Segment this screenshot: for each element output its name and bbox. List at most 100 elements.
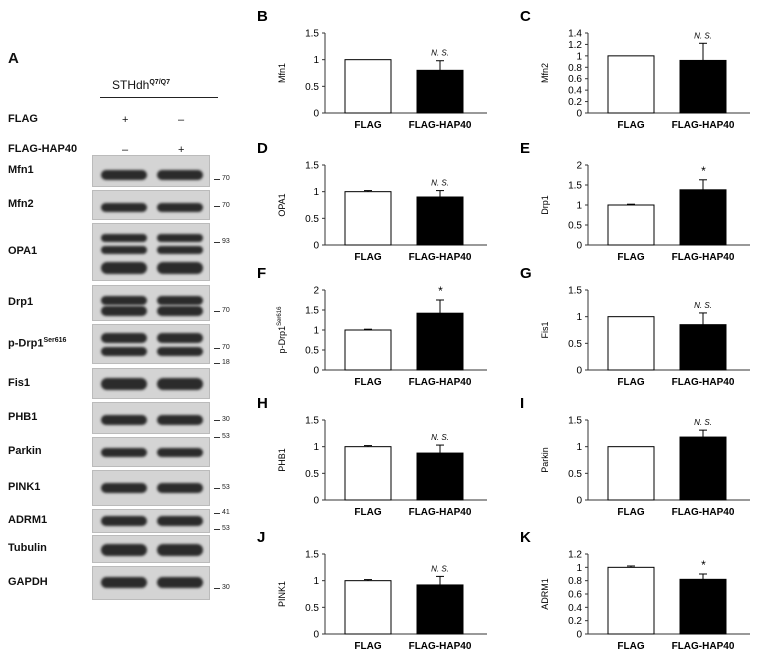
y-tick-label: 0.5 xyxy=(305,82,319,93)
protein-band xyxy=(101,516,147,526)
bar xyxy=(679,436,727,501)
protein-band xyxy=(157,378,203,390)
significance-label: N. S. xyxy=(431,179,449,188)
protein-band xyxy=(157,333,203,343)
protein-band xyxy=(157,306,203,316)
protein-band xyxy=(157,516,203,526)
bar xyxy=(416,69,464,114)
bar xyxy=(679,189,727,246)
bar xyxy=(679,59,727,114)
protein-band xyxy=(101,246,147,254)
bar xyxy=(344,59,392,114)
mw-marker-label: 70 xyxy=(222,344,230,351)
protein-band xyxy=(157,262,203,274)
x-category-label: FLAG xyxy=(617,641,644,652)
mw-marker-label: 41 xyxy=(222,509,230,516)
mw-marker-label: 30 xyxy=(222,584,230,591)
bar xyxy=(679,324,727,371)
mw-marker-tick xyxy=(214,311,220,312)
mw-marker-tick xyxy=(214,588,220,589)
y-tick-label: 1.5 xyxy=(568,286,582,297)
y-tick-label: 0 xyxy=(576,630,582,641)
mw-marker-tick xyxy=(214,513,220,514)
y-tick-label: 0.5 xyxy=(305,469,319,480)
x-category-label: FLAG xyxy=(354,507,381,518)
protein-band xyxy=(101,306,147,316)
y-tick-label: 0.8 xyxy=(568,63,582,74)
panel-letter: C xyxy=(520,8,531,25)
x-category-label: FLAG-HAP40 xyxy=(672,120,735,131)
y-tick-label: 1 xyxy=(576,563,582,574)
protein-band xyxy=(157,347,203,356)
bar xyxy=(416,196,464,246)
y-tick-label: 0.4 xyxy=(568,86,582,97)
x-category-label: FLAG xyxy=(617,120,644,131)
y-tick-label: 0.5 xyxy=(305,214,319,225)
y-tick-label: 0.2 xyxy=(568,616,582,627)
y-axis-label: Mfn1 xyxy=(277,63,287,83)
y-tick-label: 1 xyxy=(313,576,319,587)
y-tick-label: 0 xyxy=(313,630,319,641)
x-category-label: FLAG xyxy=(617,252,644,263)
bar xyxy=(607,55,655,114)
x-category-label: FLAG xyxy=(617,507,644,518)
bar-chart-h: H 0 0.5 1 1.5 PHB1 FLAG N. S. FLAG-HAP40 xyxy=(257,395,487,518)
mw-marker-tick xyxy=(214,206,220,207)
bar xyxy=(344,191,392,246)
blot-label-opa1: OPA1 xyxy=(8,245,38,257)
y-tick-label: 1.5 xyxy=(568,416,582,427)
cell-line-name: STHdh xyxy=(112,78,150,92)
y-tick-label: 1.4 xyxy=(568,29,582,40)
cell-line-underline xyxy=(100,97,218,98)
y-tick-label: 0.5 xyxy=(568,339,582,350)
protein-band xyxy=(101,262,147,274)
y-tick-label: 1.5 xyxy=(305,306,319,317)
mw-marker-label: 18 xyxy=(222,359,230,366)
blot-image xyxy=(92,324,210,364)
y-tick-label: 0.4 xyxy=(568,603,582,614)
bar-chart-g: G 0 0.5 1 1.5 Fis1 FLAG N. S. FLAG-HAP40 xyxy=(520,265,750,388)
lane-2-sign: – xyxy=(178,114,185,126)
blot-image xyxy=(92,285,210,321)
x-category-label: FLAG-HAP40 xyxy=(409,641,472,652)
significance-label: * xyxy=(438,284,443,298)
bar xyxy=(344,329,392,371)
y-tick-label: 0.6 xyxy=(568,590,582,601)
bar xyxy=(607,204,655,246)
bar-chart-c: C 00.20.40.60.811.21.4 Mfn2 FLAG N. S. FLAG-H… xyxy=(520,8,750,131)
y-tick-label: 0 xyxy=(576,241,582,252)
y-axis-label: Mfn2 xyxy=(540,63,550,83)
significance-label: N. S. xyxy=(431,433,449,442)
x-category-label: FLAG-HAP40 xyxy=(672,252,735,263)
x-category-label: FLAG xyxy=(354,641,381,652)
mw-marker-tick xyxy=(214,529,220,530)
significance-label: N. S. xyxy=(694,301,712,310)
mw-marker-label: 53 xyxy=(222,433,230,440)
lane-2-sign: + xyxy=(178,144,185,156)
y-tick-label: 2 xyxy=(313,286,319,297)
x-category-label: FLAG-HAP40 xyxy=(409,120,472,131)
y-axis-label: p-Drp1Ser616 xyxy=(277,306,287,354)
bar-chart-k: K 0 0.2 0.4 0.6 0.8 1 1.2 ADRM1 FLAG * FLAG-HAP40 xyxy=(520,529,750,652)
y-tick-label: 2 xyxy=(576,161,582,172)
y-tick-label: 1.2 xyxy=(568,550,582,561)
protein-band xyxy=(157,170,203,180)
y-tick-label: 0 xyxy=(313,496,319,507)
y-tick-label: 0 xyxy=(313,366,319,377)
blot-image xyxy=(92,155,210,187)
condition-label: FLAG xyxy=(8,113,38,125)
blot-image xyxy=(92,535,210,563)
blot-label-tubulin: Tubulin xyxy=(8,542,47,554)
panel-letter: E xyxy=(520,140,530,157)
y-tick-label: 1.5 xyxy=(568,181,582,192)
y-axis-label: PHB1 xyxy=(277,448,287,472)
mw-marker-label: 30 xyxy=(222,416,230,423)
mw-marker-tick xyxy=(214,488,220,489)
x-category-label: FLAG-HAP40 xyxy=(672,507,735,518)
y-tick-label: 1.2 xyxy=(568,40,582,51)
protein-band xyxy=(101,415,147,425)
blot-image xyxy=(92,566,210,600)
protein-band xyxy=(101,483,147,493)
y-tick-label: 0.5 xyxy=(568,469,582,480)
x-category-label: FLAG-HAP40 xyxy=(672,641,735,652)
